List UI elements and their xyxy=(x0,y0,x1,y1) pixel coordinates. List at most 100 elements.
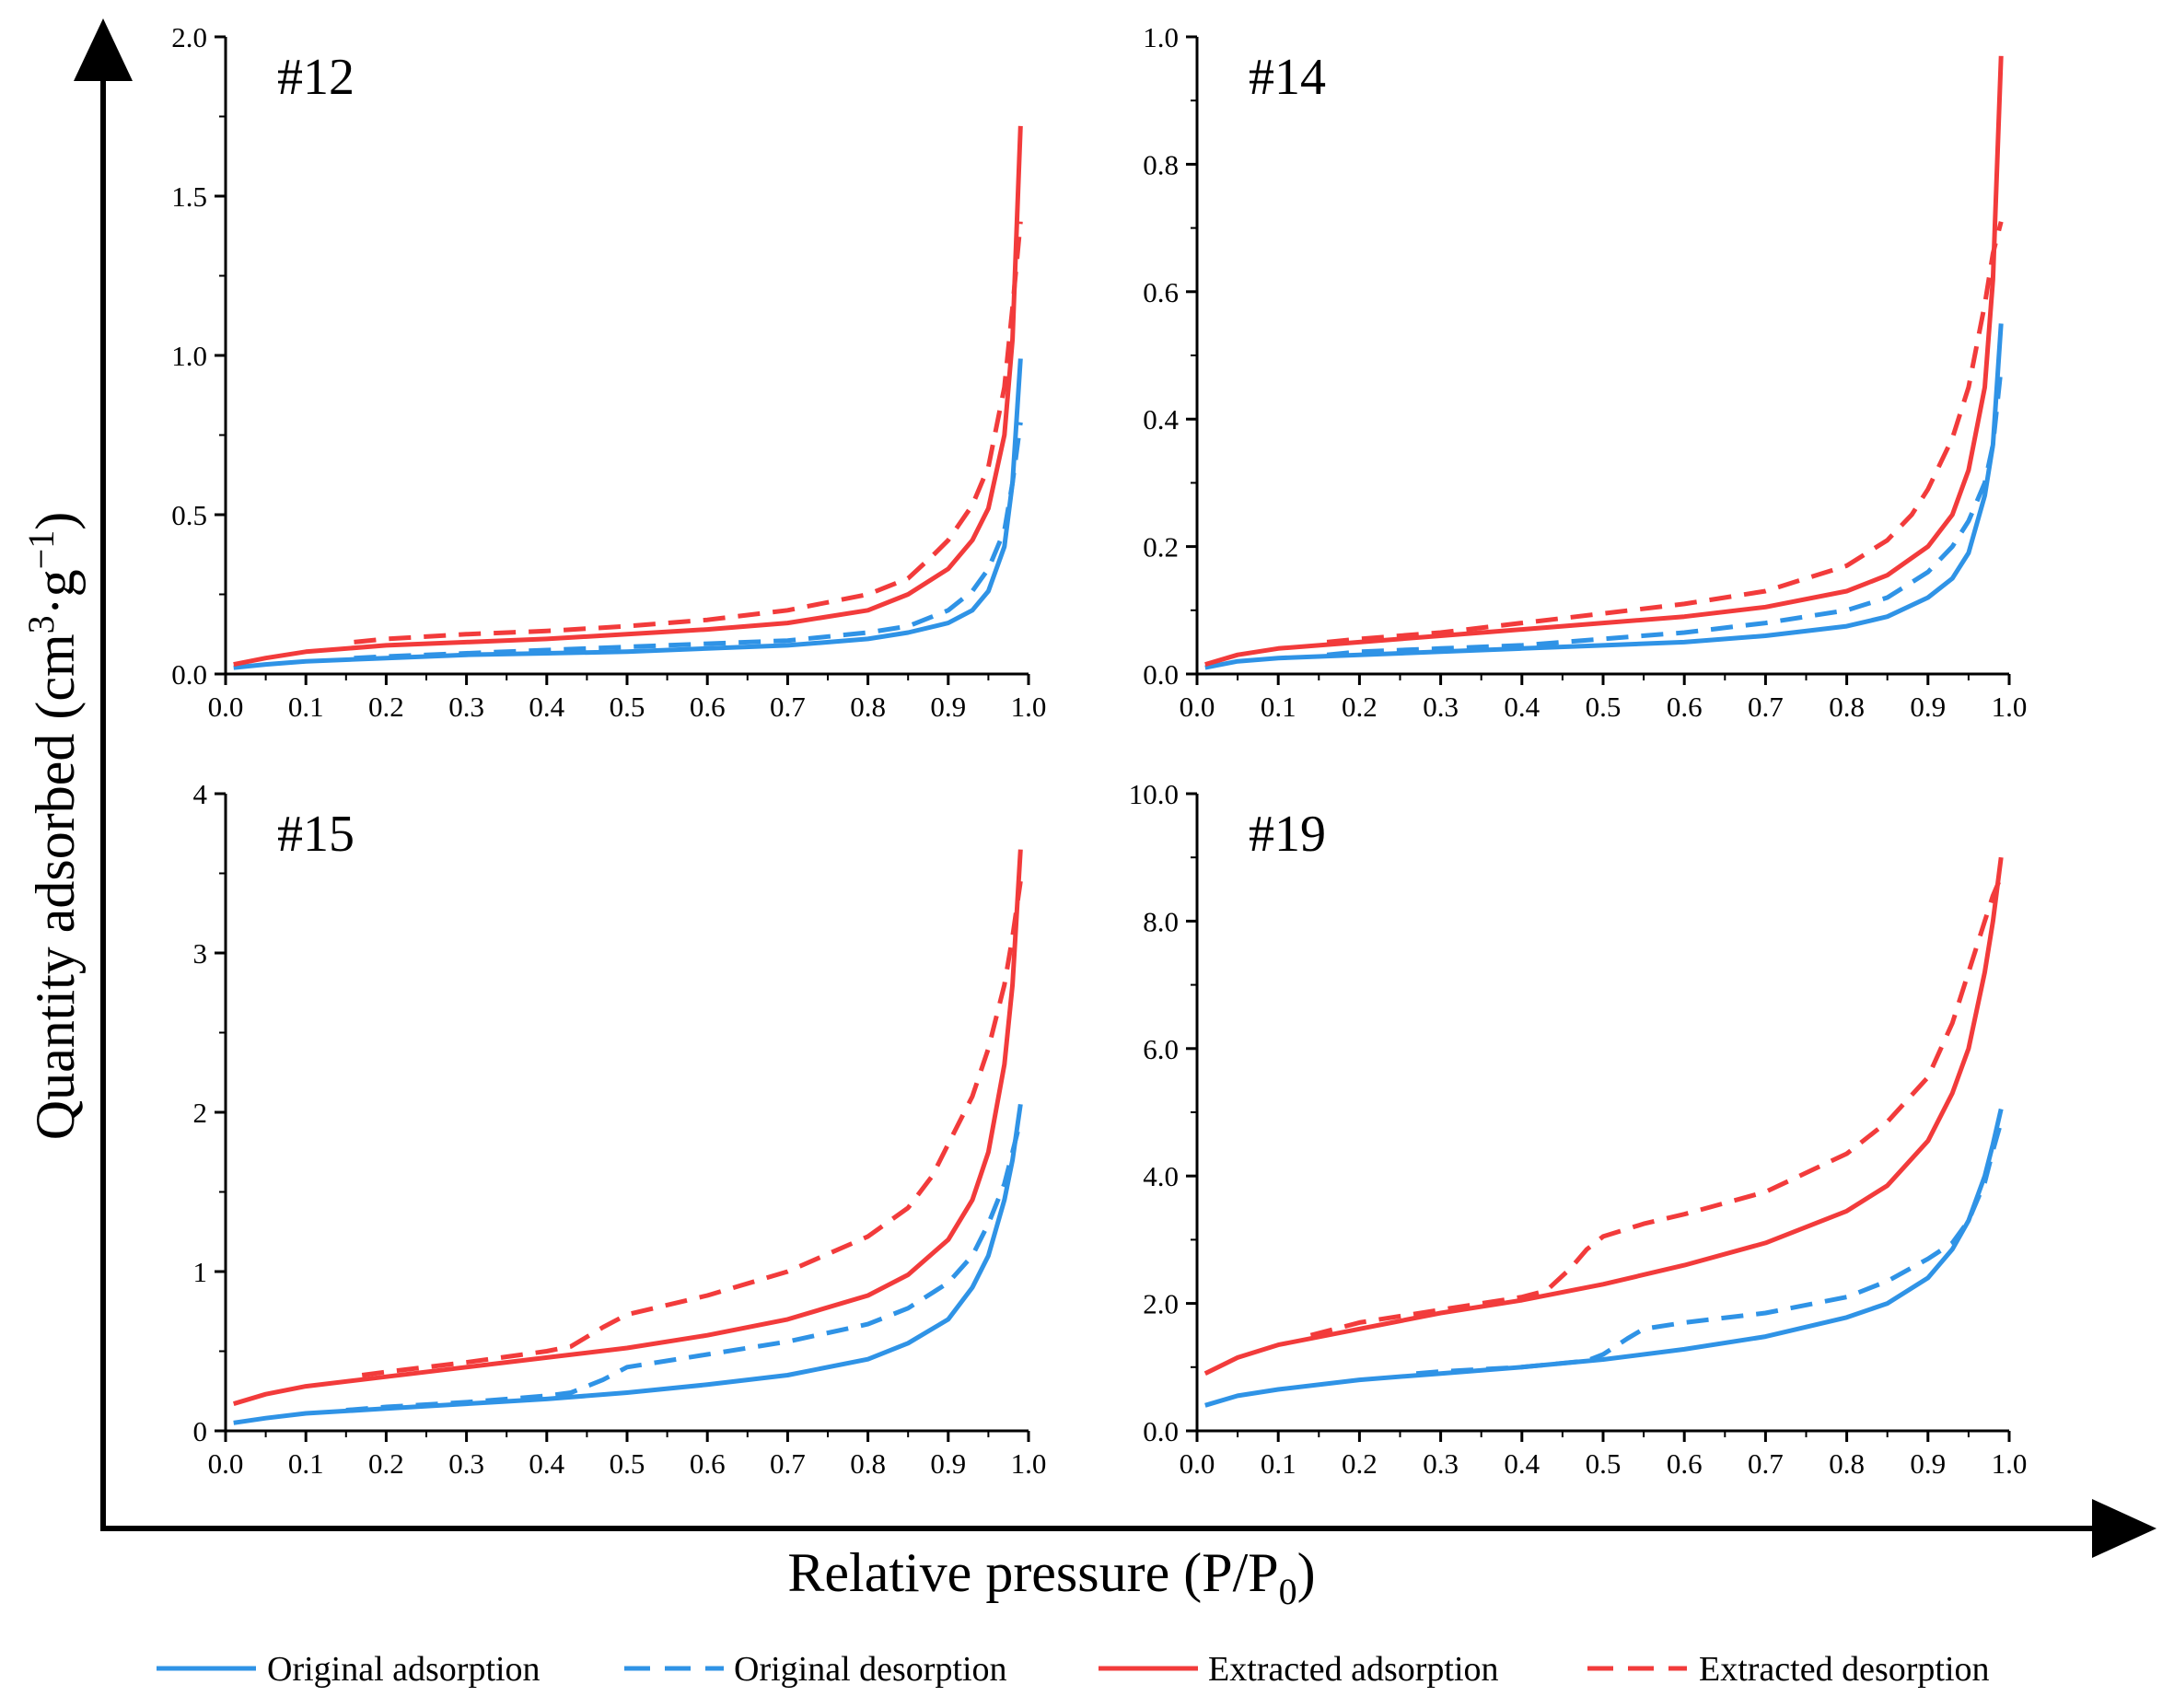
panel-title: #12 xyxy=(277,49,355,106)
y-tick-label: 0.0 xyxy=(1143,1415,1179,1447)
y-tick-label: 6.0 xyxy=(1143,1033,1179,1065)
outer-y-arrow xyxy=(74,18,133,81)
x-tick-label: 0.6 xyxy=(690,1447,726,1480)
y-tick-label: 10.0 xyxy=(1129,778,1179,810)
x-tick-label: 0.1 xyxy=(288,691,324,723)
x-tick-label: 0.7 xyxy=(770,691,806,723)
series-group xyxy=(1203,856,2004,1408)
panel-12: 0.0 0.1 0.2 0.3 0.4 0.5 0.6 0.7 0.8 0.9 1.0 0.0 0.5 1… xyxy=(171,21,1046,723)
series-original-desorption xyxy=(354,422,1023,661)
x-tick-label: 0.7 xyxy=(1748,1447,1784,1480)
y-tick-label: 0.6 xyxy=(1143,276,1179,308)
x-axis-title-sub: 0 xyxy=(1279,1571,1297,1612)
x-tick-label: 0.2 xyxy=(368,691,404,723)
series-original-adsorption xyxy=(1204,1108,2004,1408)
y-tick-label: 0.5 xyxy=(171,499,207,531)
series-extracted-desorption xyxy=(354,221,1023,645)
x-tick-label: 0.2 xyxy=(1342,1447,1378,1480)
outer-axes xyxy=(74,18,2157,1558)
x-tick-label: 0.9 xyxy=(1910,1447,1946,1480)
x-tick-label: 0.3 xyxy=(1423,1447,1459,1480)
panel-19: 0.0 0.1 0.2 0.3 0.4 0.5 0.6 0.7 0.8 0.9 1.0 0.0 2.0 4… xyxy=(1129,778,2028,1480)
x-tick-label: 0.6 xyxy=(1667,691,1703,723)
x-tick-label: 0.6 xyxy=(1667,1447,1703,1480)
y-axis-title-end: ) xyxy=(25,512,86,530)
y-tick-label: 0.8 xyxy=(1143,148,1179,180)
x-tick-label: 0.3 xyxy=(448,691,484,723)
y-tick-label: 0 xyxy=(193,1415,208,1447)
x-tick-label: 0.3 xyxy=(1423,691,1459,723)
series-original-desorption xyxy=(1326,367,2004,657)
x-axis-title-end: ) xyxy=(1297,1542,1316,1603)
series-extracted-desorption xyxy=(1326,221,2004,645)
x-tick-label: 0.4 xyxy=(529,1447,564,1480)
legend-label: Extracted desorption xyxy=(1699,1650,1990,1689)
panel-title: #19 xyxy=(1249,806,1326,863)
y-tick-label: 1 xyxy=(193,1256,208,1288)
x-tick-label: 1.0 xyxy=(1992,691,2028,723)
y-axis-title-sup1: 3 xyxy=(20,615,62,633)
x-tick-label: 0.5 xyxy=(1586,691,1622,723)
series-extracted-adsorption xyxy=(1204,55,2004,667)
x-tick-label: 0.0 xyxy=(1180,1447,1215,1480)
panel-title: #15 xyxy=(277,806,355,863)
x-tick-label: 0.1 xyxy=(1261,1447,1296,1480)
series-extracted-adsorption xyxy=(1203,856,2004,1376)
y-axis-title-sup2: −1 xyxy=(20,530,62,570)
series-group xyxy=(232,849,1023,1425)
x-tick-label: 0.0 xyxy=(1180,691,1215,723)
y-tick-label: 8.0 xyxy=(1143,905,1179,937)
x-tick-label: 0.8 xyxy=(850,691,886,723)
legend-label: Original adsorption xyxy=(267,1650,541,1689)
y-tick-label: 1.0 xyxy=(171,340,207,372)
legend: Original adsorption Original desorption Ex… xyxy=(157,1650,1990,1689)
x-tick-label: 0.7 xyxy=(770,1447,806,1480)
x-tick-label: 0.8 xyxy=(850,1447,886,1480)
y-tick-label: 3 xyxy=(193,937,208,970)
panel-15: 0.0 0.1 0.2 0.3 0.4 0.5 0.6 0.7 0.8 0.9 1.0 0 1 2 3 4 #1… xyxy=(193,778,1047,1480)
y-tick-label: 1.5 xyxy=(171,180,207,213)
series-original-desorption xyxy=(345,1120,1023,1412)
x-tick-label: 0.7 xyxy=(1748,691,1784,723)
series-original-desorption xyxy=(1415,1121,2004,1377)
y-axis-title-main: Quantity adsorbed (cm xyxy=(25,633,86,1140)
x-tick-label: 0.5 xyxy=(610,691,645,723)
x-tick-label: 0.4 xyxy=(1504,691,1540,723)
series-original-adsorption xyxy=(1204,323,2004,670)
y-tick-label: 1.0 xyxy=(1143,21,1179,53)
x-tick-label: 0.4 xyxy=(529,691,564,723)
x-tick-label: 0.9 xyxy=(930,1447,966,1480)
x-axis-title-main: Relative pressure (P/P xyxy=(787,1542,1278,1603)
y-tick-label: 0.0 xyxy=(171,658,207,691)
series-extracted-adsorption xyxy=(232,849,1023,1406)
y-axis-title: Quantity adsorbed (cm3·g−1) xyxy=(20,512,86,1140)
x-tick-label: 0.4 xyxy=(1504,1447,1540,1480)
outer-x-arrow xyxy=(2092,1499,2157,1558)
x-tick-label: 0.6 xyxy=(690,691,726,723)
y-tick-label: 2.0 xyxy=(171,21,207,53)
y-tick-label: 0.2 xyxy=(1143,531,1179,564)
x-tick-label: 1.0 xyxy=(1011,1447,1047,1480)
y-tick-label: 2.0 xyxy=(1143,1288,1179,1320)
series-extracted-desorption xyxy=(1309,876,2004,1338)
y-tick-label: 2 xyxy=(193,1097,208,1129)
y-tick-label: 0.4 xyxy=(1143,403,1179,436)
series-extracted-adsorption xyxy=(233,125,1023,668)
x-tick-label: 0.5 xyxy=(1586,1447,1622,1480)
x-tick-label: 0.1 xyxy=(1261,691,1296,723)
series-extracted-desorption xyxy=(361,880,1023,1377)
y-tick-label: 0.0 xyxy=(1143,658,1179,691)
x-tick-label: 0.9 xyxy=(930,691,966,723)
y-tick-label: 4.0 xyxy=(1143,1160,1179,1192)
x-tick-label: 0.9 xyxy=(1910,691,1946,723)
series-group xyxy=(233,125,1023,670)
y-tick-label: 4 xyxy=(193,778,208,810)
legend-label: Original desorption xyxy=(734,1650,1007,1689)
x-tick-label: 0.2 xyxy=(368,1447,404,1480)
series-group xyxy=(1204,55,2004,670)
panel-14: 0.0 0.1 0.2 0.3 0.4 0.5 0.6 0.7 0.8 0.9 1.0 0.0 0.2 0… xyxy=(1143,21,2027,723)
series-original-adsorption xyxy=(233,358,1023,670)
panel-title: #14 xyxy=(1249,49,1326,106)
x-tick-label: 0.8 xyxy=(1829,1447,1865,1480)
